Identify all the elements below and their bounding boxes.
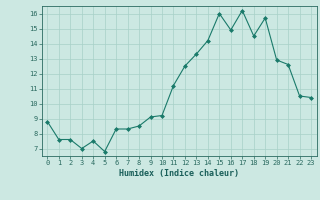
X-axis label: Humidex (Indice chaleur): Humidex (Indice chaleur) xyxy=(119,169,239,178)
